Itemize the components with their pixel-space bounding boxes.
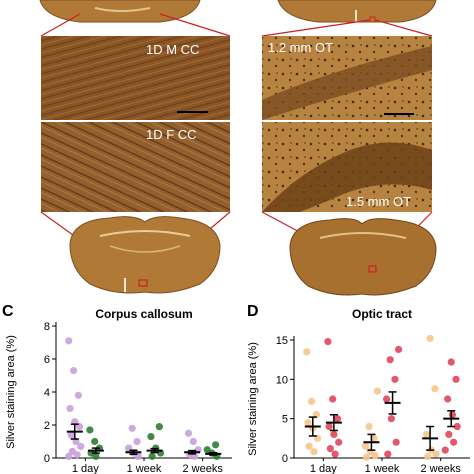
cc-y-tick-label: 2 [44, 420, 50, 432]
ot-data-point [304, 419, 312, 427]
cc-title: Corpus callosum [95, 307, 192, 321]
zoom-lines-top [40, 13, 433, 37]
ot-data-point [324, 337, 332, 346]
cc-data-point [147, 432, 155, 441]
cc-data-point [65, 337, 73, 345]
ot-data-point [445, 430, 453, 438]
ot-data-point [392, 438, 400, 446]
ot-y-tick-label: 5 [282, 414, 288, 426]
ot-data-point [424, 452, 432, 461]
cc-data-point [73, 451, 81, 459]
ot-data-point [325, 422, 333, 431]
brain-slice-top-left [39, 0, 201, 23]
cc-y-axis-label: Silver staining area (%) [5, 335, 17, 449]
ot-y-axis-label: Silver staining area (%) [247, 342, 259, 456]
ot-title: Optic tract [352, 307, 412, 321]
cc-x-tick-label: 1 week [127, 463, 162, 474]
cc-data-point [77, 442, 85, 451]
cc-data-point [148, 452, 156, 460]
ot-data-point [447, 358, 455, 366]
ot-data-point [371, 452, 379, 460]
micrograph-label-1d-m-cc: 1D M CC [146, 42, 200, 57]
brain-slice-top-right [277, 0, 437, 23]
cc-data-point [212, 441, 220, 449]
cc-y-tick-label: 0 [44, 453, 50, 465]
ot-data-point [310, 448, 318, 456]
ot-data-point [303, 348, 311, 356]
ot-data-point [432, 450, 440, 458]
ot-data-point [426, 334, 434, 343]
cc-data-point [128, 424, 136, 432]
cc-data-point [189, 437, 197, 446]
cc-data-point [184, 429, 193, 437]
micrograph-label-1-5-ot: 1.5 mm OT [346, 194, 412, 209]
ot-data-point [382, 395, 391, 403]
cc-y-tick-label: 8 [44, 321, 50, 333]
micrograph-1d-f-cc [41, 122, 230, 212]
ot-data-point [444, 395, 452, 403]
ot-data-point [335, 438, 343, 446]
ot-data-point [331, 450, 339, 458]
ot-data-point [452, 375, 460, 383]
cc-data-point [69, 366, 78, 375]
ot-data-point [448, 411, 457, 419]
ot-data-point [329, 395, 337, 403]
panel-letter-c: C [2, 303, 14, 320]
ot-data-point [386, 356, 394, 364]
ot-data-point [365, 422, 373, 431]
panel-letter-d: D [247, 303, 259, 320]
ot-data-point [326, 444, 334, 453]
cc-data-point [86, 426, 94, 434]
ot-data-point [394, 345, 403, 354]
micrograph-1d-m-cc [41, 36, 230, 120]
cc-data-point [155, 423, 163, 431]
ot-data-point [431, 385, 439, 393]
cc-data-point [91, 437, 99, 446]
ot-tract-band-upper [262, 46, 432, 120]
micrograph-panels [39, 0, 437, 296]
ot-data-point [391, 375, 399, 383]
cc-data-point [65, 452, 73, 460]
ot-data-point [330, 430, 338, 438]
micrograph-label-1d-f-cc: 1D F CC [146, 127, 197, 142]
ot-data-point [384, 450, 392, 458]
cc-x-tick-label: 1 day [72, 463, 99, 474]
cc-data-point [133, 437, 141, 446]
ot-x-tick-label: 2 weeks [420, 463, 461, 474]
ot-y-tick-label: 0 [282, 453, 288, 465]
ot-data-point [453, 422, 461, 431]
brain-slice-bottom-left [69, 216, 221, 294]
ot-data-point [422, 430, 431, 438]
ot-x-tick-label: 1 day [310, 463, 337, 474]
ot-y-tick-label: 10 [276, 374, 288, 386]
ot-tract-band-lower [262, 142, 432, 212]
ot-data-point [307, 397, 316, 405]
cc-data-point [67, 431, 75, 439]
cc-y-tick-label: 4 [44, 387, 50, 399]
ot-data-point [441, 446, 449, 454]
cc-data-point [92, 452, 100, 460]
ot-data-point [333, 415, 342, 423]
ot-data-point [305, 442, 313, 450]
cc-data-point [66, 404, 74, 413]
ot-y-tick-label: 15 [276, 335, 288, 347]
brain-slice-bottom-right [289, 218, 437, 296]
ot-x-tick-label: 1 week [365, 463, 400, 474]
ot-data-point [450, 438, 458, 446]
chart-optic-tract: Optic tract Silver staining area (%) 0 5 10 1… [247, 307, 470, 474]
chart-corpus-callosum: Corpus callosum Silver staining area (%) 0… [5, 307, 232, 474]
ot-data-point [361, 442, 370, 450]
cc-data-point [74, 391, 82, 399]
cc-x-tick-label: 2 weeks [182, 463, 223, 474]
ot-data-point [363, 453, 371, 461]
cc-y-tick-label: 6 [44, 354, 50, 366]
ot-data-point [373, 387, 382, 395]
ot-data-point [387, 415, 395, 423]
micrograph-label-1-2-ot: 1.2 mm OT [268, 40, 334, 55]
